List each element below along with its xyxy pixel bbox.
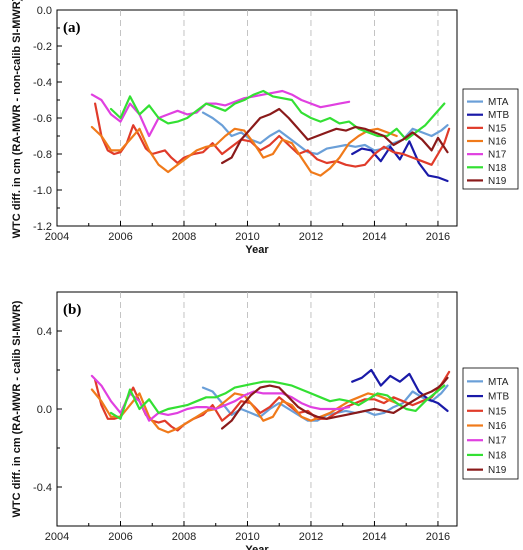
x-tick-label: 2014 — [362, 231, 386, 243]
y-tick-label: -0.8 — [33, 149, 52, 161]
y-tick-label: -1.0 — [33, 185, 52, 197]
legend-label-mtb: MTB — [488, 110, 509, 121]
legend-label-mtb: MTB — [488, 392, 509, 403]
x-tick-label: 2008 — [172, 231, 196, 243]
series-line-n18 — [109, 89, 446, 141]
x-tick-label: 2006 — [108, 531, 132, 543]
chart-panel-a: 2004 2006 2008 2010 2012 2014 2016 -1.2 -1.0 -0.8… — [11, 0, 519, 256]
x-tick-label: 2004 — [45, 231, 69, 243]
y-tick-label: -0.2 — [33, 41, 52, 53]
y-tick-label: -0.4 — [33, 77, 52, 89]
legend-label-n15: N15 — [488, 406, 507, 417]
x-axis-title: Year — [245, 244, 269, 256]
y-tick-label: -0.6 — [33, 113, 52, 125]
y-axis-title: WTC diff. in cm (RA-MWR - calib SI-MWR) — [11, 300, 23, 517]
x-tick-label: 2014 — [362, 531, 386, 543]
legend-label-n16: N16 — [488, 137, 507, 148]
y-tick-label: 0.0 — [37, 404, 52, 416]
legend: MTA MTB N15 N16 N17 N18 N19 — [462, 367, 519, 480]
legend-label-mta: MTA — [488, 377, 509, 388]
panel-label: (b) — [63, 302, 81, 318]
y-tick-label: -0.4 — [33, 482, 52, 494]
legend-label-n18: N18 — [488, 450, 507, 461]
x-tick-label: 2004 — [45, 531, 69, 543]
panel-label: (a) — [63, 20, 81, 36]
x-tick-label: 2008 — [172, 531, 196, 543]
legend-label-n19: N19 — [488, 176, 507, 187]
legend-label-n16: N16 — [488, 421, 507, 432]
y-axis-title: WTC diff. in cm (RA-MWR - non-calib SI-M… — [11, 0, 23, 238]
chart-panel-b: 2004 2006 2008 2010 2012 2014 2016 -0.4 0.0 0.4 (b… — [11, 291, 519, 550]
x-tick-label: 2012 — [299, 231, 323, 243]
legend-box — [462, 88, 519, 190]
series-line-n19 — [221, 376, 449, 430]
legend-label-n15: N15 — [488, 123, 507, 134]
series-line-n18 — [109, 380, 446, 420]
series-line-n16 — [90, 125, 398, 177]
legend: MTA MTB N15 N16 N17 N18 N19 — [462, 88, 519, 190]
legend-box — [462, 367, 519, 480]
legend-label-n18: N18 — [488, 163, 507, 174]
x-tick-label: 2016 — [426, 531, 450, 543]
legend-label-n19: N19 — [488, 465, 507, 476]
y-tick-label: 0.4 — [37, 326, 52, 338]
y-tick-label: -1.2 — [33, 221, 52, 233]
x-axis-title: Year — [245, 544, 269, 550]
x-tick-label: 2010 — [235, 231, 259, 243]
series-line-n17 — [90, 89, 351, 138]
series-line-mtb — [351, 368, 449, 412]
x-tick-label: 2006 — [108, 231, 132, 243]
x-tick-label: 2012 — [299, 531, 323, 543]
series-line-n19 — [221, 107, 449, 165]
plot-area — [56, 9, 458, 227]
x-tick-label: 2016 — [426, 231, 450, 243]
legend-label-n17: N17 — [488, 436, 507, 447]
legend-label-n17: N17 — [488, 150, 507, 161]
legend-label-mta: MTA — [488, 97, 509, 108]
series-line-mtb — [351, 140, 449, 183]
x-tick-label: 2010 — [235, 531, 259, 543]
y-tick-label: 0.0 — [37, 5, 52, 17]
